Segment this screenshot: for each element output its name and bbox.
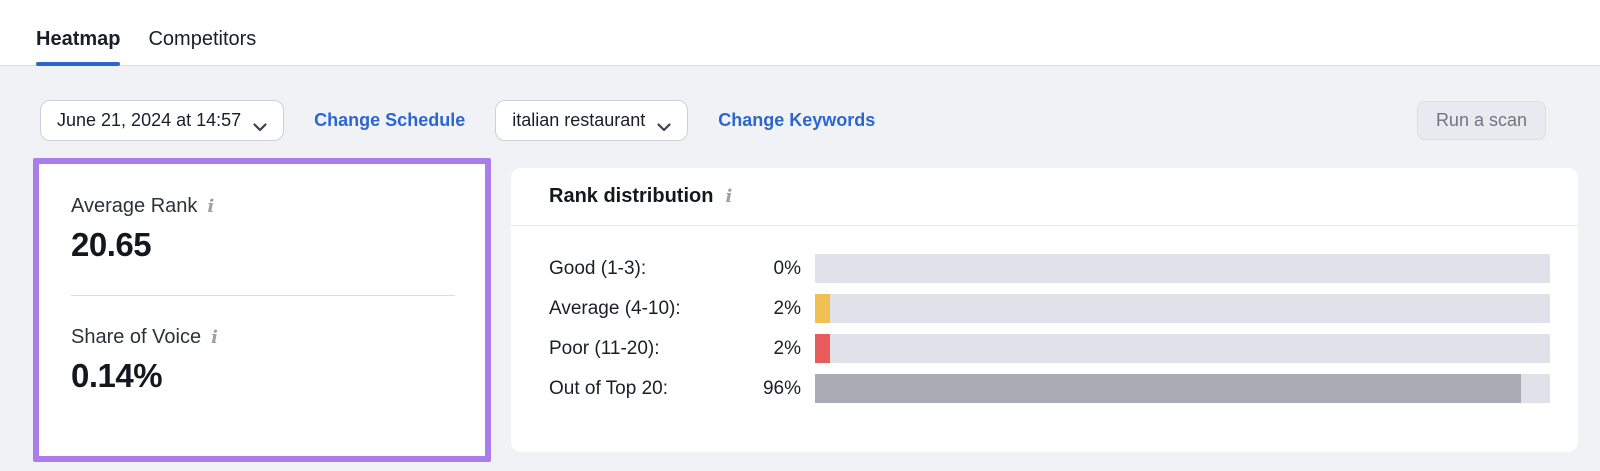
- rank-row-average: Average (4-10): 2%: [549, 294, 1550, 323]
- info-icon[interactable]: i: [207, 195, 215, 217]
- rank-row-percent: 2%: [773, 297, 801, 319]
- schedule-select[interactable]: June 21, 2024 at 14:57: [40, 100, 285, 141]
- rank-row-label: Average (4-10):: [549, 297, 681, 319]
- rank-row-percent: 96%: [762, 377, 801, 399]
- change-keywords-link[interactable]: Change Keywords: [718, 110, 876, 130]
- rank-bar-track: [815, 374, 1550, 403]
- share-of-voice-value: 0.14%: [71, 357, 163, 394]
- rank-distribution-title: Rank distribution: [549, 185, 714, 207]
- rank-row-good: Good (1-3): 0%: [549, 254, 1550, 283]
- toolbar: June 21, 2024 at 14:57 Change Schedule i…: [0, 100, 1600, 141]
- tab-heatmap-label: Heatmap: [36, 28, 121, 50]
- info-icon[interactable]: i: [211, 326, 218, 348]
- tab-bar: Heatmap Competitors: [0, 0, 1600, 66]
- run-a-scan-button[interactable]: Run a scan: [1416, 101, 1546, 140]
- metric-divider: [71, 295, 455, 296]
- rank-row-poor: Poor (11-20): 2%: [549, 334, 1550, 363]
- rank-bar-fill: [815, 374, 1521, 403]
- keyword-select[interactable]: italian restaurant: [495, 100, 689, 141]
- rank-bar-track: [815, 334, 1550, 363]
- main-content: Average Rank i 20.65 Share of Voice i 0.…: [0, 141, 1600, 462]
- schedule-select-value: June 21, 2024 at 14:57: [57, 110, 242, 130]
- chevron-down-icon: [657, 116, 671, 132]
- rank-row-label: Poor (11-20):: [549, 337, 660, 359]
- metrics-card: Average Rank i 20.65 Share of Voice i 0.…: [33, 158, 491, 462]
- rank-distribution-card: Rank distribution i Good (1-3): 0% Avera…: [511, 168, 1578, 452]
- rank-row-label: Out of Top 20:: [549, 377, 669, 399]
- info-icon[interactable]: i: [725, 185, 733, 207]
- change-schedule-link[interactable]: Change Schedule: [314, 110, 466, 130]
- tab-competitors-label: Competitors: [148, 28, 257, 50]
- keyword-select-value: italian restaurant: [512, 110, 646, 130]
- rank-distribution-header: Rank distribution i: [511, 168, 1578, 226]
- rank-row-out-of-top20: Out of Top 20: 96%: [549, 374, 1550, 403]
- tab-heatmap[interactable]: Heatmap: [36, 28, 121, 66]
- rank-bar-track: [815, 294, 1550, 323]
- rank-bar-fill: [815, 334, 830, 363]
- share-of-voice-label: Share of Voice: [71, 326, 202, 348]
- tab-competitors[interactable]: Competitors: [148, 28, 256, 65]
- chevron-down-icon: [253, 116, 267, 132]
- rank-row-percent: 0%: [773, 257, 801, 279]
- rank-bar-fill: [815, 294, 830, 323]
- rank-row-percent: 2%: [773, 337, 801, 359]
- rank-row-label: Good (1-3):: [549, 257, 647, 279]
- average-rank-value: 20.65: [71, 226, 152, 263]
- average-rank-label: Average Rank: [71, 195, 198, 217]
- rank-distribution-rows: Good (1-3): 0% Average (4-10): 2% Poor (…: [511, 226, 1578, 403]
- rank-bar-track: [815, 254, 1550, 283]
